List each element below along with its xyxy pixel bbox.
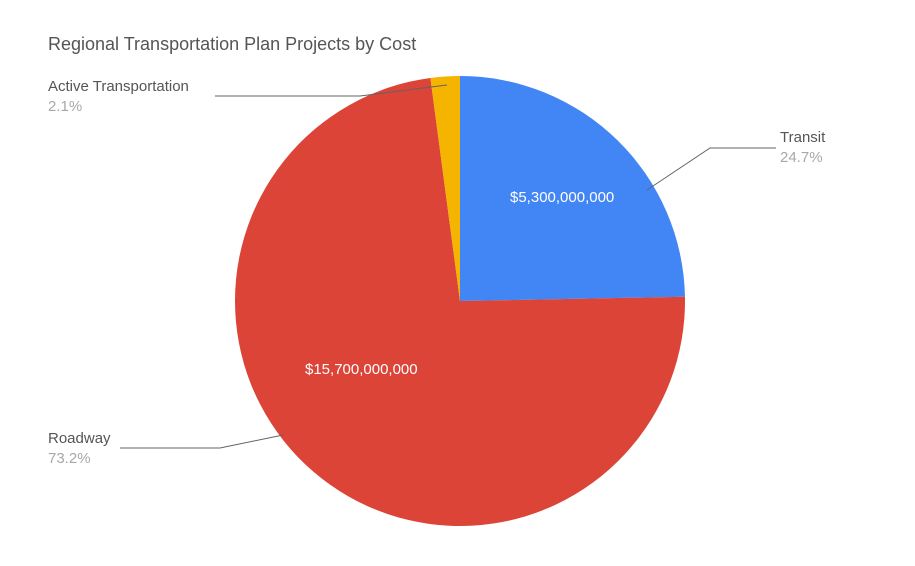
ext-label-roadway-pct: 73.2% <box>48 449 111 469</box>
slice-value-roadway: $15,700,000,000 <box>305 361 418 378</box>
ext-label-active: Active Transportation 2.1% <box>48 77 189 118</box>
pie-svg <box>230 71 690 531</box>
ext-label-roadway: Roadway 73.2% <box>48 429 111 470</box>
ext-label-roadway-name: Roadway <box>48 429 111 449</box>
chart-title: Regional Transportation Plan Projects by… <box>48 34 416 55</box>
ext-label-transit-name: Transit <box>780 128 825 148</box>
ext-label-transit-pct: 24.7% <box>780 148 825 168</box>
slice-value-transit: $5,300,000,000 <box>510 189 614 206</box>
ext-label-active-pct: 2.1% <box>48 97 189 117</box>
pie-chart: $5,300,000,000 $15,700,000,000 <box>230 71 690 531</box>
ext-label-transit: Transit 24.7% <box>780 128 825 169</box>
ext-label-active-name: Active Transportation <box>48 77 189 97</box>
